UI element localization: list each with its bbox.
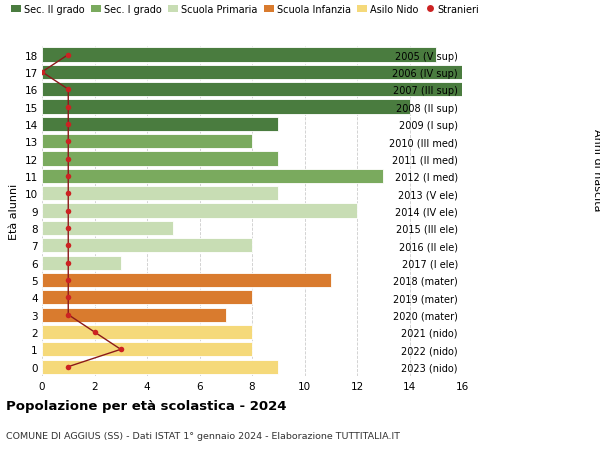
Point	[90, 329, 100, 336]
Bar	[42, 152, 278, 166]
Point	[64, 242, 73, 249]
Point	[64, 173, 73, 180]
Bar	[42, 118, 278, 132]
Bar	[42, 325, 252, 339]
Point	[64, 277, 73, 284]
Bar	[42, 291, 252, 305]
Bar	[42, 48, 436, 62]
Point	[64, 52, 73, 59]
Bar	[42, 66, 462, 80]
Legend: Sec. II grado, Sec. I grado, Scuola Primaria, Scuola Infanzia, Asilo Nido, Stran: Sec. II grado, Sec. I grado, Scuola Prim…	[11, 5, 479, 15]
Bar	[42, 100, 409, 114]
Y-axis label: Età alunni: Età alunni	[9, 183, 19, 239]
Bar	[42, 83, 462, 97]
Point	[64, 190, 73, 197]
Point	[64, 86, 73, 94]
Text: Anni di nascita: Anni di nascita	[592, 129, 600, 211]
Point	[64, 104, 73, 111]
Point	[64, 363, 73, 370]
Point	[64, 138, 73, 146]
Bar	[42, 256, 121, 270]
Bar	[42, 135, 252, 149]
Text: Popolazione per età scolastica - 2024: Popolazione per età scolastica - 2024	[6, 399, 287, 412]
Text: COMUNE DI AGGIUS (SS) - Dati ISTAT 1° gennaio 2024 - Elaborazione TUTTITALIA.IT: COMUNE DI AGGIUS (SS) - Dati ISTAT 1° ge…	[6, 431, 400, 441]
Point	[64, 156, 73, 163]
Bar	[42, 221, 173, 235]
Bar	[42, 169, 383, 184]
Bar	[42, 342, 252, 357]
Point	[64, 259, 73, 267]
Bar	[42, 239, 252, 253]
Point	[64, 225, 73, 232]
Point	[64, 311, 73, 319]
Bar	[42, 308, 226, 322]
Bar	[42, 204, 357, 218]
Bar	[42, 273, 331, 287]
Point	[64, 207, 73, 215]
Bar	[42, 360, 278, 374]
Point	[116, 346, 125, 353]
Point	[37, 69, 47, 76]
Point	[64, 294, 73, 301]
Point	[64, 121, 73, 129]
Bar	[42, 187, 278, 201]
